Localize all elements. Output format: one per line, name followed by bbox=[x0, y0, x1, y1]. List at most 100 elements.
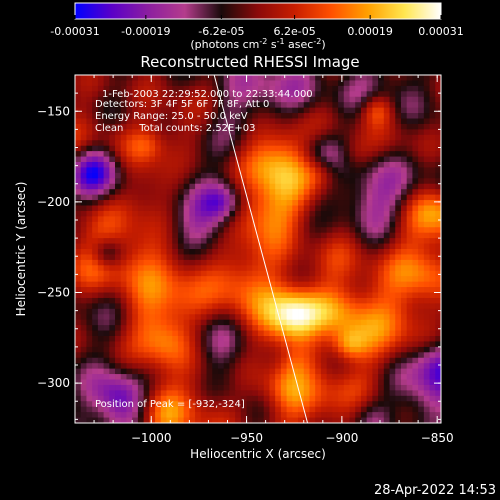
heatmap-cell bbox=[406, 189, 413, 196]
heatmap-cell bbox=[315, 368, 322, 375]
heatmap-cell bbox=[298, 249, 305, 255]
heatmap-cell bbox=[298, 352, 305, 359]
heatmap-cell bbox=[275, 336, 282, 342]
heatmap-cell bbox=[412, 172, 419, 179]
heatmap-cell bbox=[206, 330, 213, 337]
heatmap-cell bbox=[406, 379, 413, 386]
heatmap-cell bbox=[258, 156, 265, 163]
heatmap-cell bbox=[120, 85, 127, 92]
heatmap-cell bbox=[177, 75, 185, 81]
heatmap-cell bbox=[349, 243, 356, 250]
heatmap-cell bbox=[309, 352, 316, 359]
heatmap-cell bbox=[149, 336, 156, 342]
heatmap-cell bbox=[86, 75, 93, 81]
heatmap-cell bbox=[286, 379, 293, 386]
heatmap-cell bbox=[172, 259, 179, 266]
heatmap-cell bbox=[92, 113, 99, 119]
heatmap-cell bbox=[177, 216, 185, 223]
heatmap-cell bbox=[217, 75, 225, 81]
heatmap-cell bbox=[212, 113, 219, 119]
heatmap-cell bbox=[120, 156, 127, 163]
heatmap-cell bbox=[412, 417, 419, 423]
heatmap-cell bbox=[183, 384, 190, 391]
heatmap-cell bbox=[326, 314, 333, 321]
heatmap-cell bbox=[126, 346, 133, 353]
heatmap-cell bbox=[378, 118, 385, 125]
heatmap-cell bbox=[389, 412, 396, 418]
heatmap-cell bbox=[206, 319, 213, 326]
heatmap-cell bbox=[235, 336, 242, 342]
heatmap-cell bbox=[258, 102, 265, 109]
heatmap-cell bbox=[303, 395, 310, 402]
heatmap-cell bbox=[418, 368, 425, 375]
heatmap-cell bbox=[160, 75, 167, 81]
heatmap-cell bbox=[240, 189, 247, 196]
heatmap-cell bbox=[269, 308, 276, 315]
heatmap-cell bbox=[252, 412, 259, 418]
heatmap-cell bbox=[183, 395, 190, 402]
heatmap-cell bbox=[160, 107, 167, 114]
heatmap-cell bbox=[115, 134, 122, 141]
heatmap-cell bbox=[332, 243, 339, 250]
heatmap-cell bbox=[189, 178, 196, 185]
heatmap-cell bbox=[383, 200, 390, 206]
heatmap-cell bbox=[429, 249, 436, 255]
heatmap-cell bbox=[137, 368, 145, 375]
heatmap-cell bbox=[406, 417, 413, 423]
heatmap-cell bbox=[423, 308, 430, 315]
heatmap-cell bbox=[103, 379, 110, 386]
heatmap-cell bbox=[389, 102, 396, 109]
heatmap-cell bbox=[435, 374, 441, 380]
heatmap-cell bbox=[200, 221, 207, 228]
heatmap-cell bbox=[75, 102, 82, 109]
heatmap-cell bbox=[349, 205, 356, 212]
heatmap-cell bbox=[429, 156, 436, 163]
heatmap-cell bbox=[217, 243, 225, 250]
heatmap-cell bbox=[132, 216, 139, 223]
heatmap-cell bbox=[429, 368, 436, 375]
heatmap-cell bbox=[258, 140, 265, 147]
heatmap-cell bbox=[155, 183, 162, 190]
heatmap-cell bbox=[423, 319, 430, 326]
heatmap-cell bbox=[275, 390, 282, 397]
heatmap-cell bbox=[189, 172, 196, 179]
heatmap-cell bbox=[183, 341, 190, 348]
heatmap-cell bbox=[269, 216, 276, 223]
heatmap-cell bbox=[172, 172, 179, 179]
heatmap-cell bbox=[372, 276, 379, 283]
heatmap-cell bbox=[383, 352, 390, 359]
heatmap-cell bbox=[103, 265, 110, 272]
heatmap-cell bbox=[86, 129, 93, 136]
heatmap-cell bbox=[252, 167, 259, 174]
heatmap-cell bbox=[280, 183, 287, 190]
heatmap-cell bbox=[155, 297, 162, 304]
heatmap-cell bbox=[383, 297, 390, 304]
heatmap-cell bbox=[86, 118, 93, 125]
heatmap-cell bbox=[149, 308, 156, 315]
heatmap-cell bbox=[263, 281, 270, 288]
heatmap-cell bbox=[183, 232, 190, 239]
heatmap-cell bbox=[212, 123, 219, 130]
heatmap-cell bbox=[137, 390, 145, 397]
heatmap-cell bbox=[75, 352, 82, 359]
heatmap-cell bbox=[160, 303, 167, 310]
heatmap-cell bbox=[303, 401, 310, 408]
heatmap-cell bbox=[143, 363, 150, 370]
heatmap-cell bbox=[166, 134, 173, 141]
heatmap-cell bbox=[378, 352, 385, 359]
heatmap-cell bbox=[223, 281, 230, 288]
heatmap-cell bbox=[235, 118, 242, 125]
heatmap-cell bbox=[275, 243, 282, 250]
heatmap-cell bbox=[92, 162, 99, 168]
heatmap-cell bbox=[286, 123, 293, 130]
heatmap-cell bbox=[309, 216, 316, 223]
heatmap-cell bbox=[343, 183, 350, 190]
heatmap-cell bbox=[189, 91, 196, 98]
heatmap-cell bbox=[326, 162, 333, 168]
heatmap-cell bbox=[97, 118, 104, 125]
heatmap-cell bbox=[343, 292, 350, 299]
heatmap-cell bbox=[275, 145, 282, 152]
heatmap-cell bbox=[418, 210, 425, 217]
heatmap-cell bbox=[360, 140, 368, 147]
heatmap-cell bbox=[332, 118, 339, 125]
